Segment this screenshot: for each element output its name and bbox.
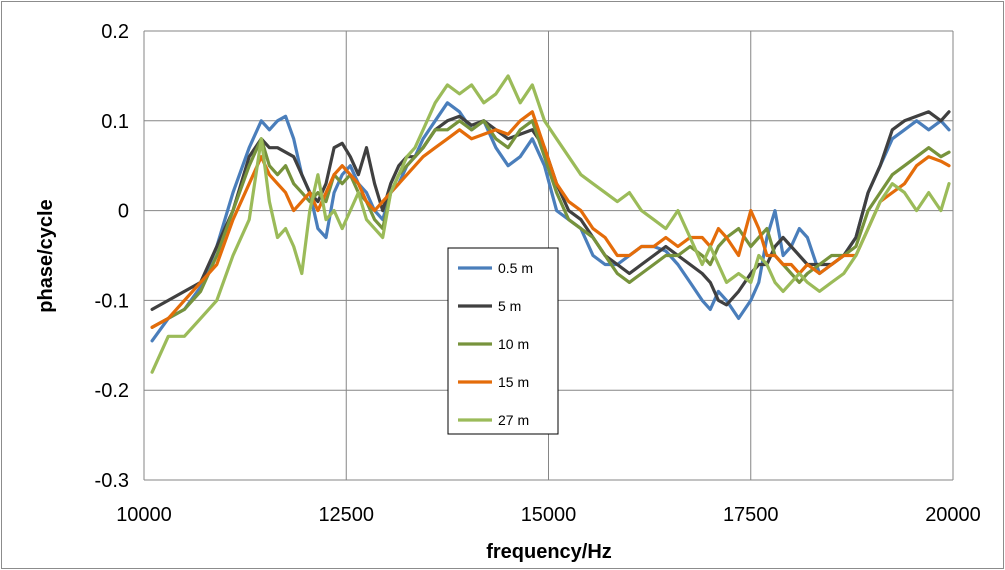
y-axis-title: phase/cycle [35,199,57,312]
legend: 0.5 m 5 m 10 m 15 m 27 m [447,247,559,435]
x-tick-label: 20000 [925,504,981,526]
legend-label: 0.5 m [498,260,533,276]
y-tick-label: 0 [118,201,129,223]
y-tick-label: 0.1 [101,111,129,133]
x-axis-title: frequency/Hz [486,541,612,563]
legend-box [447,247,559,435]
legend-label: 27 m [498,412,529,428]
legend-label: 10 m [498,336,529,352]
y-axis-tick-labels: 0.2 0.1 0 -0.1 -0.2 -0.3 [95,21,129,492]
series-line-4 [150,74,951,374]
x-tick-label: 15000 [521,504,577,526]
legend-label: 15 m [498,374,529,390]
y-tick-label: -0.2 [95,380,129,402]
legend-label: 5 m [498,298,521,314]
x-tick-label: 10000 [116,504,172,526]
x-tick-label: 12500 [318,504,374,526]
series-line-2 [150,119,951,329]
x-axis-tick-labels: 10000 12500 15000 17500 20000 [116,504,981,526]
y-tick-label: -0.3 [95,470,129,492]
y-tick-label: 0.2 [101,21,129,43]
y-tick-label: -0.1 [95,290,129,312]
x-tick-label: 17500 [723,504,779,526]
series-lines [150,74,951,374]
series-line-3 [150,110,951,329]
